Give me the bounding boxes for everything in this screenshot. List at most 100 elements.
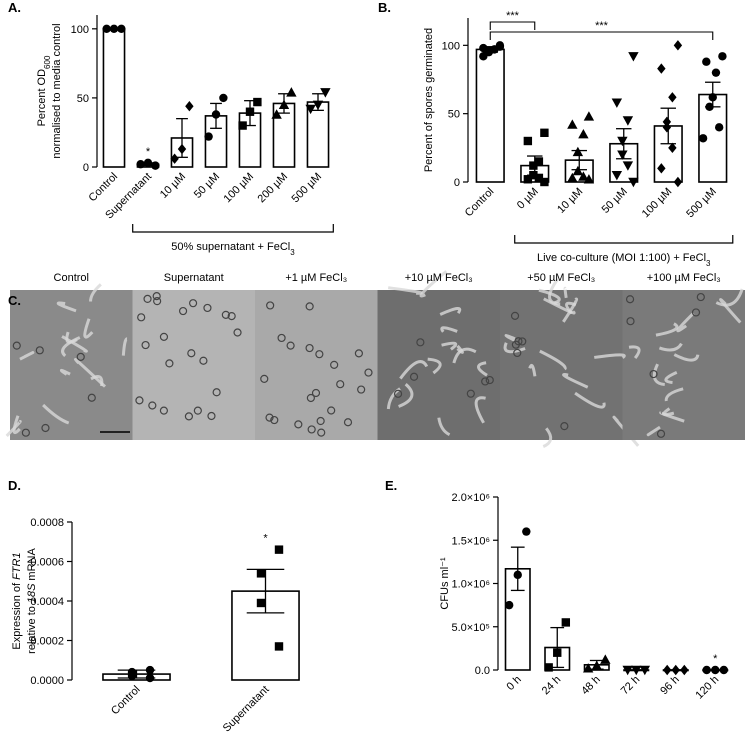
comparison-bracket: [489, 31, 714, 40]
spore: [277, 333, 286, 343]
data-point: [529, 161, 538, 170]
y-axis-label: Expression of FTR1: [11, 552, 23, 649]
error-bar: [246, 568, 285, 614]
y-tick-label: 0.0008: [30, 517, 64, 529]
spore: [76, 352, 85, 361]
chart: E. 0.0 5.0×10⁵ 1.0×10⁶ 1.5×10⁶ 2.0×10⁶ 0 h 24 h…: [385, 478, 729, 702]
spore: [199, 356, 208, 365]
spore: [306, 393, 315, 403]
hypha: [655, 322, 679, 337]
hypha: [89, 283, 102, 302]
y-axis-label-part: 18S: [26, 583, 38, 603]
spore: [656, 429, 666, 438]
y-axis-label-part: CFUs ml⁻¹: [439, 557, 451, 610]
spore: [311, 388, 321, 398]
y-axis-label-part: Percent OD: [36, 69, 48, 127]
data-point: [305, 104, 316, 115]
data-point: [204, 132, 213, 141]
x-tick-label: 0 h: [505, 674, 524, 693]
data-point: [662, 116, 672, 128]
data-point: [622, 665, 633, 676]
data-point: [600, 654, 611, 664]
spore: [148, 401, 157, 410]
x-tick-label: 120 h: [693, 674, 721, 702]
y-tick-label: 0.0002: [30, 636, 64, 648]
panel-label: E.: [385, 478, 397, 493]
hypha: [90, 375, 104, 387]
hypha: [427, 357, 442, 375]
hypha: [528, 363, 537, 377]
spore: [35, 346, 44, 355]
panel-label: A.: [8, 0, 21, 15]
group-label-part: 50% supernatant + FeCl: [171, 241, 290, 253]
y-axis-label-part: relative to: [26, 606, 38, 654]
data-point: [553, 648, 562, 657]
data-point: [711, 68, 721, 77]
spore: [649, 369, 658, 379]
data-point: [513, 570, 522, 580]
data-point: [578, 171, 589, 181]
data-point: [534, 157, 544, 166]
hypha: [60, 368, 71, 376]
spore: [307, 425, 316, 434]
micrograph: [622, 290, 745, 440]
data-point: [628, 177, 639, 188]
x-tick-label: 100 µM: [640, 186, 675, 221]
x-tick-label: 50 µM: [192, 171, 222, 201]
spore: [184, 412, 194, 421]
x-tick-label: 500 µM: [684, 186, 719, 221]
group-label-part: 3: [706, 259, 711, 268]
spore: [165, 359, 174, 368]
image-title: +10 µM FeCl₃: [405, 272, 473, 284]
data-point: [668, 92, 677, 103]
data-point: [631, 665, 642, 676]
y-tick-label: 100: [71, 24, 89, 36]
y-tick-label: 0: [454, 177, 460, 189]
hypha: [440, 326, 458, 333]
spore: [265, 413, 274, 422]
hypha: [715, 288, 744, 307]
hypha: [548, 278, 561, 306]
spore: [153, 297, 162, 306]
hypha: [503, 342, 526, 354]
spore: [12, 341, 21, 350]
data-point: [622, 161, 634, 171]
data-point: [567, 172, 578, 183]
data-point: [238, 121, 247, 130]
data-point: [705, 102, 714, 112]
hypha: [652, 363, 666, 387]
spore: [485, 375, 494, 385]
data-point: [708, 93, 717, 102]
hypha: [719, 298, 742, 324]
y-tick-label: 0: [83, 162, 89, 174]
data-point: [611, 98, 623, 108]
data-point: [256, 569, 266, 578]
hypha: [61, 336, 81, 358]
spore: [343, 418, 353, 427]
data-point: [680, 664, 689, 676]
micrograph: [132, 290, 255, 440]
x-tick-label: 72 h: [619, 674, 643, 698]
image-title: Supernatant: [164, 272, 224, 284]
hypha: [61, 335, 88, 353]
data-point: [718, 52, 727, 61]
x-tick-label: Control: [109, 684, 143, 718]
spore: [266, 301, 275, 310]
chart: D. 0.0000 0.0002 0.0004 0.0006 0.0008 Control *…: [8, 478, 300, 735]
data-point: [714, 123, 724, 132]
spore: [560, 422, 569, 431]
hypha: [662, 407, 675, 417]
data-point: [145, 673, 155, 683]
spore: [212, 388, 221, 397]
data-point: [127, 671, 137, 681]
micrograph: [10, 290, 133, 440]
spore: [364, 368, 373, 377]
data-point: [495, 42, 505, 51]
x-tick-label: 48 h: [579, 674, 603, 698]
data-point: [702, 665, 711, 675]
hypha: [19, 351, 35, 361]
group-label: Live co-culture (MOI 1:100) + FeCl3: [537, 252, 711, 268]
data-point: [572, 165, 584, 176]
spore: [625, 295, 635, 304]
